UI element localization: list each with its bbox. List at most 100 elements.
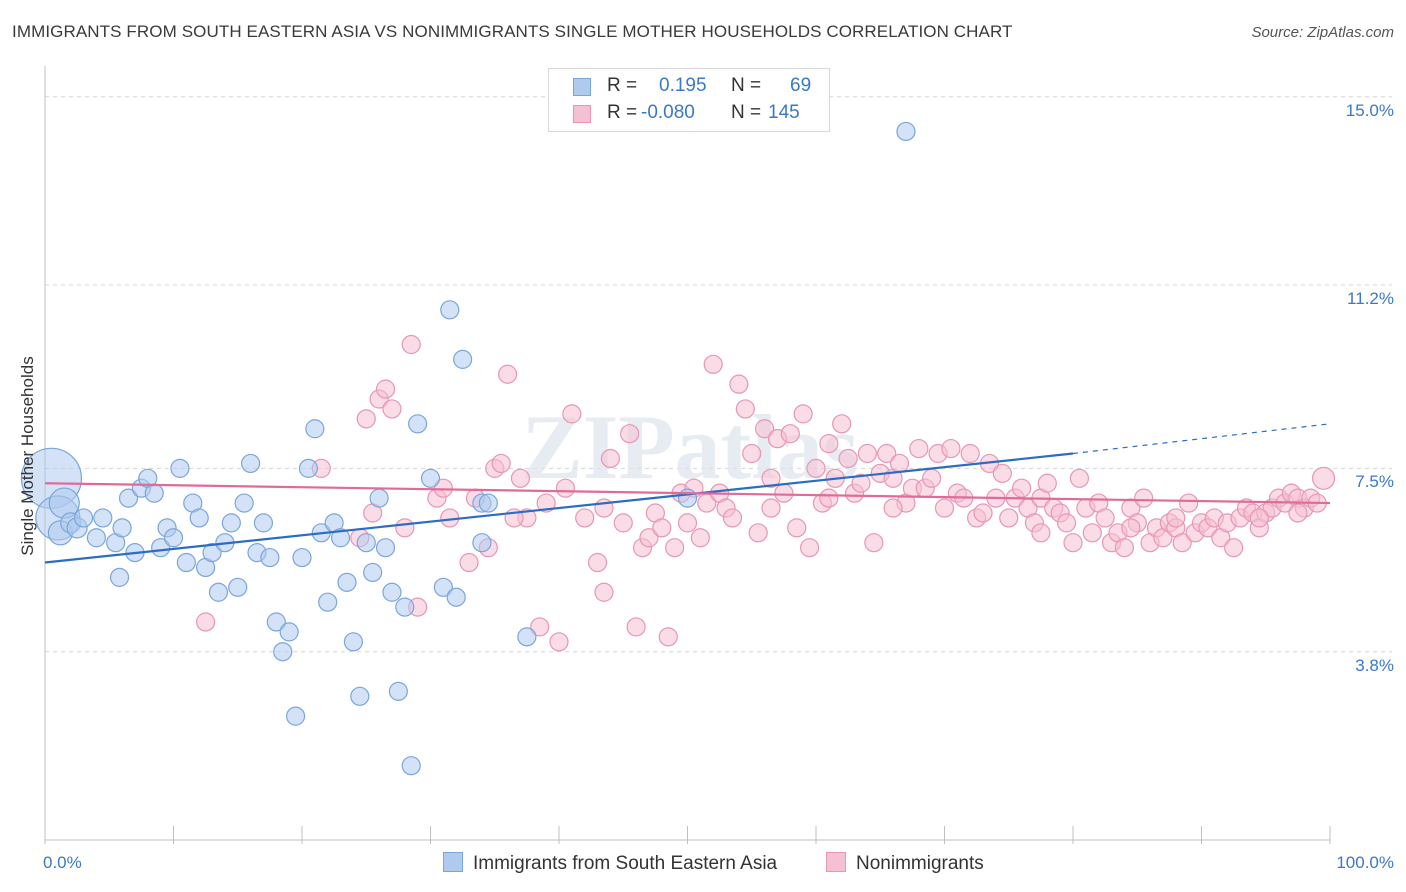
data-point (819, 434, 839, 454)
legend-row-pink: R = -0.080 N = 145 (549, 102, 829, 126)
data-point (793, 404, 813, 424)
data-point (420, 468, 441, 488)
data-point (498, 364, 518, 384)
nonimmigrants-points (196, 334, 1336, 652)
data-point (228, 577, 248, 597)
x-tick-max: 100.0% (1336, 853, 1394, 872)
data-point (703, 354, 723, 374)
y-axis-label: Single Mother Households (18, 356, 37, 556)
data-point (1114, 538, 1135, 558)
data-point (877, 443, 897, 464)
pink-swatch (573, 105, 591, 123)
y-tick-label: 15.0% (1345, 100, 1394, 120)
data-point (1069, 468, 1090, 488)
data-point (491, 453, 511, 474)
data-point (536, 493, 556, 513)
data-point (375, 538, 396, 558)
legend-item-nonimmigrants: Nonimmigrants (826, 852, 984, 875)
data-point (163, 528, 184, 548)
data-point (754, 419, 775, 439)
data-point (639, 528, 659, 548)
data-point (151, 538, 171, 558)
data-point (73, 508, 94, 528)
data-point (1095, 508, 1115, 528)
data-point (395, 597, 415, 617)
data-point (86, 528, 107, 548)
data-point (1121, 518, 1141, 538)
legend-row-blue: R = 0.195 N = 69 (549, 75, 829, 99)
data-point (761, 468, 781, 488)
data-point (356, 409, 376, 429)
data-point (382, 582, 402, 602)
data-point (478, 493, 498, 513)
data-point (594, 582, 614, 602)
data-point (401, 756, 421, 776)
trend-lines (44, 423, 1331, 564)
data-point (742, 443, 762, 464)
data-point (285, 706, 306, 726)
data-point (298, 458, 319, 478)
data-point (729, 374, 749, 394)
data-point (375, 379, 396, 399)
r-label: R = (607, 75, 638, 96)
data-point (620, 424, 640, 444)
data-point (453, 349, 473, 369)
data-point (350, 686, 370, 706)
data-point (774, 483, 794, 503)
data-point (909, 438, 929, 459)
blue-swatch (573, 78, 591, 96)
trend-line-immigrants-extension (1072, 423, 1331, 455)
data-point (318, 592, 338, 612)
data-point (600, 448, 621, 469)
data-point (241, 453, 261, 474)
data-point (144, 483, 164, 503)
data-point (1179, 493, 1199, 513)
data-point (305, 419, 325, 439)
data-point (446, 587, 466, 607)
data-point (112, 518, 132, 538)
data-point (382, 399, 402, 419)
data-point (260, 547, 280, 568)
n-value-pink: 145 (768, 102, 800, 123)
data-point (1224, 538, 1244, 558)
data-point (266, 612, 286, 632)
data-point (369, 488, 389, 508)
data-point (722, 508, 743, 528)
data-point (1031, 523, 1051, 543)
data-point (1037, 473, 1057, 493)
data-point (189, 508, 209, 528)
data-point (472, 533, 492, 553)
data-point (221, 513, 241, 533)
data-point (433, 577, 453, 597)
data-point (273, 642, 293, 662)
immigrants-swatch (443, 852, 463, 872)
data-point (992, 463, 1012, 483)
data-point (1056, 513, 1077, 533)
y-tick-label: 7.5% (1355, 472, 1394, 492)
data-point (922, 468, 942, 488)
data-point (292, 547, 312, 568)
data-point (658, 627, 678, 647)
data-point (735, 399, 755, 419)
data-point (440, 300, 460, 320)
correlation-legend: R = 0.195 N = 69 R = -0.080 N = 145 (548, 68, 830, 132)
immigrants-points (20, 121, 916, 776)
data-point (677, 513, 698, 533)
data-point (1311, 466, 1336, 490)
data-point (1082, 523, 1102, 543)
data-point (234, 493, 254, 513)
data-point (677, 488, 698, 508)
data-point (196, 612, 216, 632)
data-point (279, 622, 299, 642)
data-point (1172, 533, 1192, 553)
r-label: R = (607, 102, 638, 123)
data-point (575, 508, 595, 528)
data-point (530, 617, 550, 637)
data-point (363, 562, 383, 583)
data-point (838, 448, 858, 469)
data-point (1288, 503, 1308, 523)
data-point (388, 681, 408, 701)
data-point (652, 518, 672, 538)
data-point (851, 473, 871, 493)
